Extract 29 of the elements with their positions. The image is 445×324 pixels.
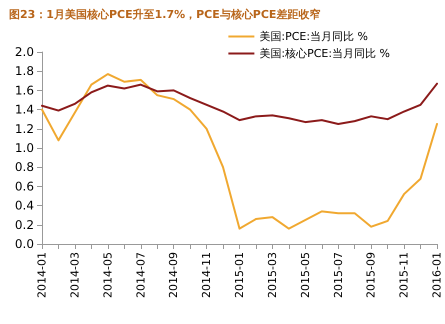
y-tick-label: 1.4 [14,102,34,117]
y-tick-label: 1.6 [14,83,34,98]
y-tick-label: 0.4 [14,198,34,213]
x-tick-label: 2014-07 [134,252,148,298]
line-series [41,73,438,230]
y-tick-label: 0.8 [14,160,34,174]
x-tick-label: 2014-01 [36,252,48,298]
legend-label: 美国:PCE:当月同比 % [259,30,368,43]
y-tick-label: 0.0 [14,237,34,251]
x-tick-label: 2015-07 [332,252,345,298]
x-tick-label: 2015-05 [298,252,312,298]
x-tick-label: 2016-01 [430,252,444,298]
chart-title: 图23：1月美国核心PCE升至1.7%，PCE与核心PCE差距收窄 [9,8,320,21]
y-tick-label: 0.2 [14,218,34,232]
x-tick-label: 2015-11 [398,252,411,298]
y-tick-label: 0.6 [14,179,34,194]
y-tick-label: 2.0 [14,45,34,59]
x-tick-label: 2015-01 [233,252,246,298]
x-tick-label: 2014-09 [167,252,180,298]
x-tick-label: 2015-09 [364,252,378,298]
x-tick-label: 2014-05 [101,252,114,298]
x-tick-label: 2014-03 [68,252,82,298]
x-tick-label: 2014-11 [200,252,214,298]
y-tick-label: 1.8 [14,64,34,78]
legend-label: 美国:核心PCE:当月同比 % [259,47,390,60]
x-tick-label: 2015-03 [266,252,279,298]
y-tick-label: 1.2 [14,122,34,136]
y-tick-label: 1.0 [14,141,34,155]
line-series [41,82,438,125]
